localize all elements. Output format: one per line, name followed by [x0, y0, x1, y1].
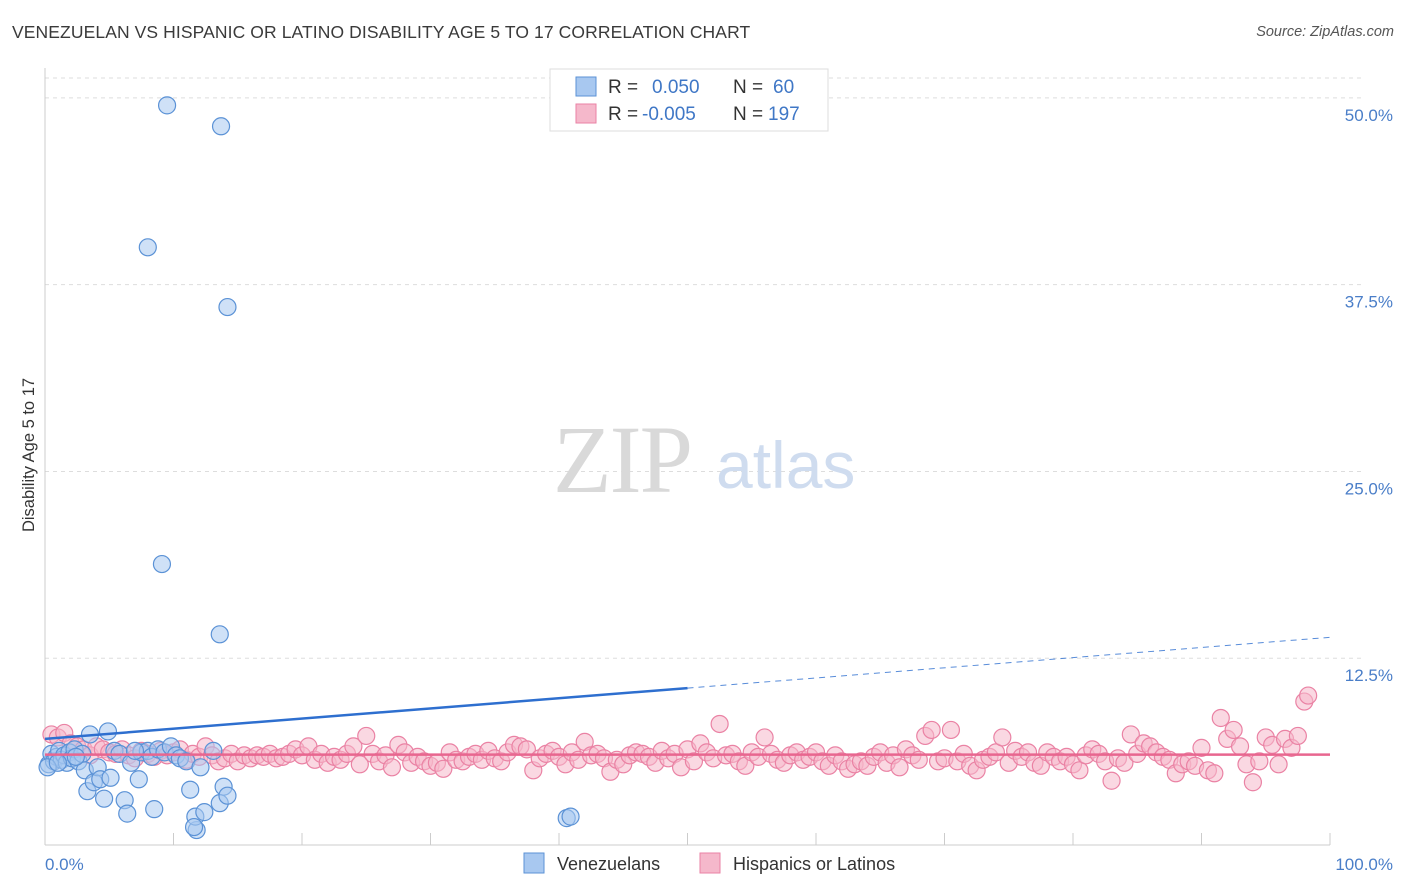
- bottom-legend-label-blue: Venezuelans: [557, 854, 660, 874]
- pink-point-148: [993, 728, 1012, 747]
- legend-r-label-2: R =: [608, 104, 638, 125]
- pink-point-49: [357, 726, 376, 746]
- blue-point-31: [145, 800, 164, 819]
- legend-r-value-1: 0.050: [652, 77, 700, 98]
- pink-point-182: [1211, 708, 1230, 728]
- legend-r-label-1: R =: [608, 77, 638, 98]
- bottom-legend-swatch-pink: [699, 852, 721, 874]
- blue-point-53: [218, 297, 237, 317]
- blue-point-59: [125, 741, 145, 760]
- y-tick-label-2: 37.5%: [1345, 293, 1393, 312]
- pink-point-191: [1269, 755, 1288, 774]
- pink-point-53: [382, 758, 402, 777]
- pink-point-196: [1299, 686, 1318, 705]
- bottom-legend-label-pink: Hispanics or Latinos: [733, 854, 895, 874]
- grid-lines: [45, 77, 1365, 659]
- pink-point-165: [1102, 771, 1121, 790]
- blue-point-58: [184, 817, 204, 837]
- blue-point-20: [98, 722, 118, 741]
- bottom-legend: Venezuelans Hispanics or Latinos: [523, 852, 895, 874]
- legend-n-value-1: 60: [773, 77, 794, 98]
- watermark-atlas: atlas: [716, 428, 855, 502]
- blue-point-52: [138, 238, 157, 257]
- y-axis-label: Disability Age 5 to 17: [20, 378, 38, 532]
- trendlines: [44, 636, 1331, 756]
- blue-series: [38, 96, 580, 840]
- legend-n-label-2: N =: [733, 104, 763, 125]
- chart-title: VENEZUELAN VS HISPANIC OR LATINO DISABIL…: [12, 22, 751, 42]
- y-tick-labels: 12.5% 25.0% 37.5% 50.0%: [1345, 106, 1393, 685]
- pink-point-168: [1121, 725, 1140, 744]
- blue-point-27: [129, 770, 148, 789]
- pink-point-140: [941, 720, 961, 740]
- pink-series: [42, 686, 1318, 792]
- pink-point-187: [1243, 773, 1263, 792]
- blue-point-43: [204, 741, 223, 760]
- blue-point-54: [152, 554, 172, 574]
- pink-point-181: [1205, 764, 1224, 783]
- blue-point-42: [195, 803, 214, 822]
- source-label: Source: ZipAtlas.com: [1256, 24, 1394, 40]
- pink-point-104: [710, 714, 729, 734]
- blue-point-57: [561, 807, 580, 826]
- pink-point-132: [890, 758, 909, 777]
- pink-point-137: [922, 720, 941, 740]
- pink-point-61: [434, 759, 453, 778]
- watermark-zip: ZIP: [553, 406, 691, 513]
- blue-point-25: [118, 804, 137, 823]
- legend-n-value-2: 197: [768, 104, 800, 125]
- pink-point-188: [1250, 752, 1269, 771]
- blue-point-38: [181, 780, 200, 799]
- watermark: ZIP atlas: [553, 406, 855, 513]
- pink-point-100: [684, 752, 704, 771]
- legend-swatch-blue: [575, 76, 597, 97]
- y-tick-label-0: 12.5%: [1345, 666, 1393, 685]
- blue-point-51: [211, 117, 231, 136]
- pink-point-184: [1224, 720, 1243, 740]
- legend-r-value-2: -0.005: [642, 104, 696, 125]
- x-tick-label-1: 100.0%: [1335, 855, 1393, 874]
- blue-point-21: [101, 768, 120, 787]
- pink-point-179: [1192, 738, 1211, 757]
- blue-point-50: [157, 96, 177, 115]
- x-tick-label-0: 0.0%: [45, 855, 84, 874]
- y-tick-label-1: 25.0%: [1345, 479, 1393, 498]
- blue-point-55: [210, 625, 229, 644]
- pink-point-185: [1230, 737, 1250, 756]
- pink-point-111: [755, 728, 774, 747]
- bottom-legend-swatch-blue: [523, 852, 545, 874]
- legend-swatch-pink: [575, 103, 597, 124]
- y-tick-label-3: 50.0%: [1345, 106, 1393, 125]
- blue-point-41: [191, 758, 210, 777]
- blue-point-49: [66, 747, 85, 766]
- blue-point-46: [218, 786, 237, 805]
- pink-point-194: [1288, 726, 1307, 746]
- blue-trendline-dashed: [687, 636, 1331, 689]
- blue-point-48: [48, 753, 67, 772]
- legend-n-label-1: N =: [733, 77, 763, 98]
- blue-trendline-solid: [44, 686, 688, 741]
- x-tick-labels: 0.0% 100.0%: [45, 855, 1393, 874]
- legend-box: R = 0.050 N = 60 R = -0.005 N = 197: [549, 68, 829, 132]
- x-tick-marks: [44, 833, 1331, 845]
- blue-point-19: [95, 789, 114, 808]
